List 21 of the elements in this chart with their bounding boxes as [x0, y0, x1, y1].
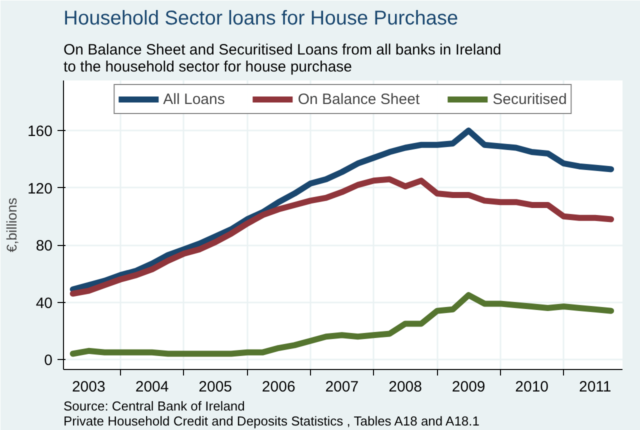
- x-tick-label: 2005: [198, 378, 232, 396]
- x-tick-label: 2007: [325, 378, 359, 396]
- x-tick-label: 2003: [72, 378, 106, 396]
- x-tick-label: 2011: [578, 378, 612, 396]
- y-tick-label: 80: [36, 238, 53, 255]
- x-tick-label: 2004: [135, 378, 169, 396]
- x-tick-label: 2010: [515, 378, 549, 396]
- source-note: Source: Central Bank of Ireland Private Household Credit and Deposits Statistics , Tables A18 and A18.1: [64, 398, 480, 428]
- x-tick-label: 2006: [262, 378, 296, 396]
- legend-label: All Loans: [163, 90, 225, 108]
- y-tick-label: 0: [44, 352, 52, 369]
- x-tick-label: 2009: [452, 378, 486, 396]
- y-tick-label: 40: [36, 294, 53, 312]
- y-tick-label: 160: [27, 123, 53, 140]
- x-tick-label: 2008: [388, 378, 422, 396]
- legend-label: On Balance Sheet: [298, 90, 420, 108]
- chart-title: Household Sector loans for House Purchase: [64, 8, 458, 30]
- legend-label: Securitised: [492, 90, 567, 108]
- chart-subtitle: On Balance Sheet and Securitised Loans from all banks in Ireland to the household sector for house purchase: [64, 42, 502, 76]
- y-tick-label: 120: [27, 180, 53, 198]
- y-axis-title: €,billions: [3, 198, 20, 252]
